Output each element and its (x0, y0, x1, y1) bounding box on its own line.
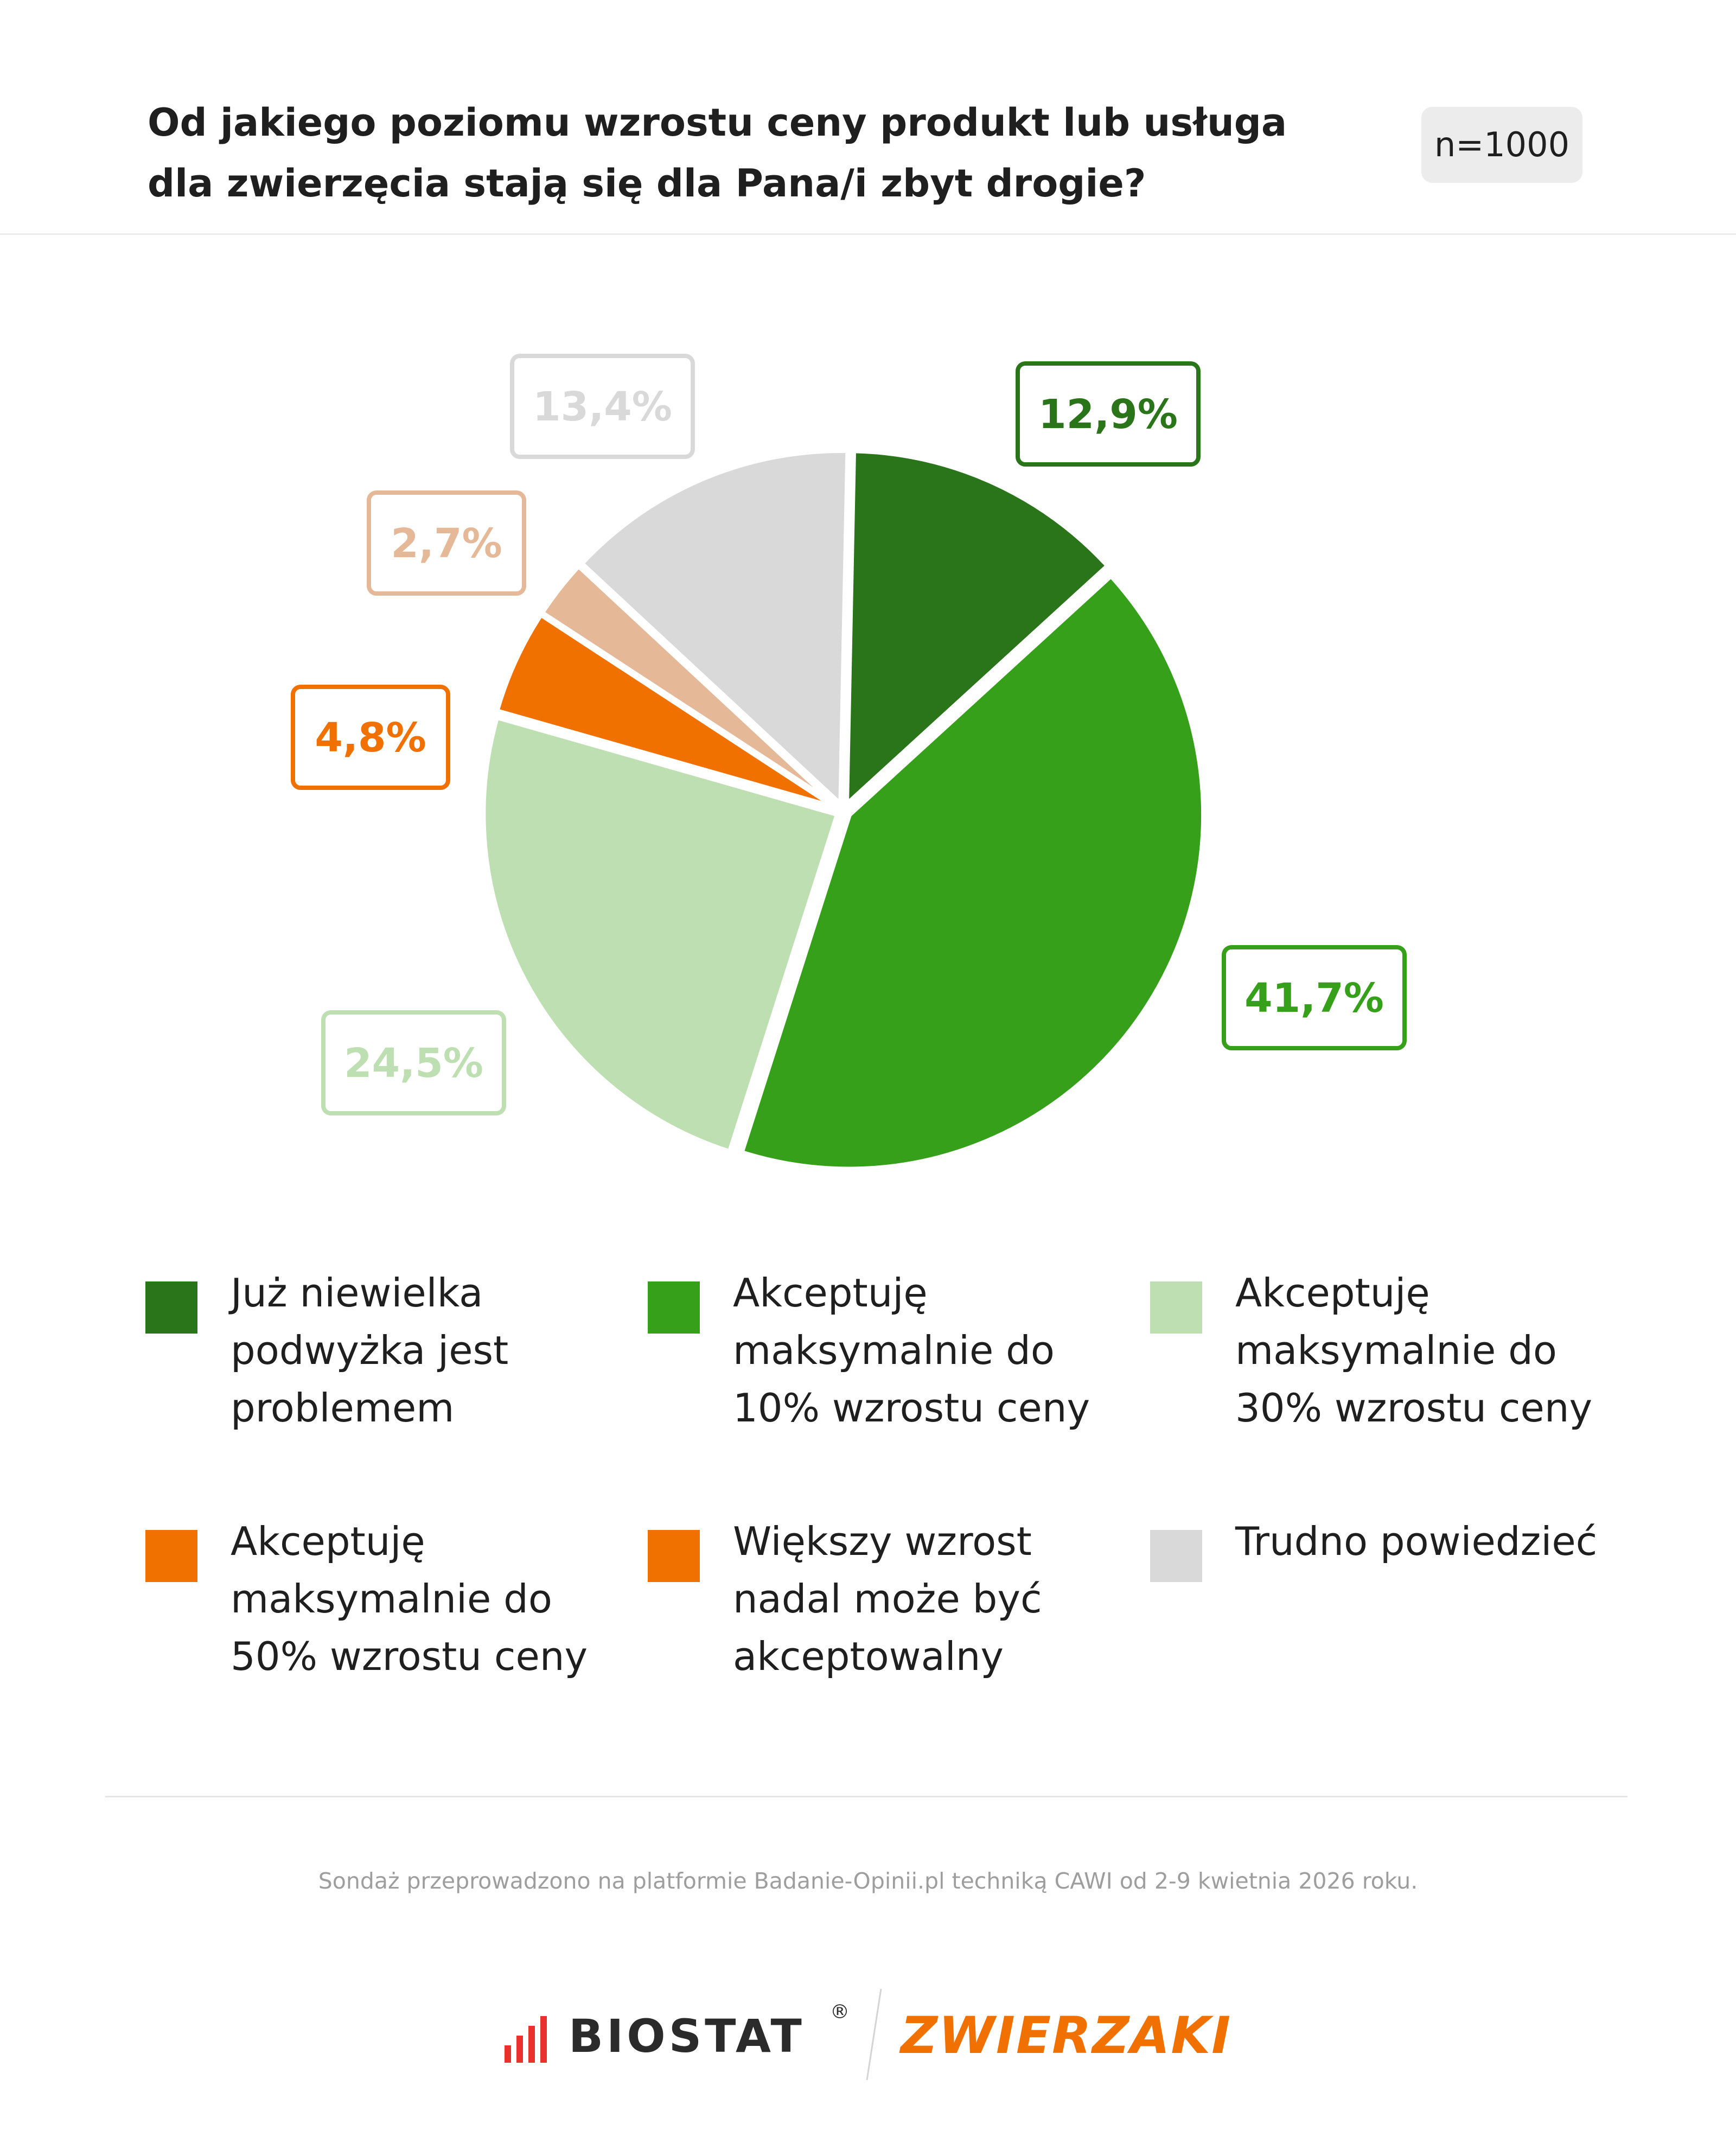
survey-note: Sondaż przeprowadzono na platformie Bada… (318, 1868, 1418, 1894)
legend-label: Już niewielka podwyżka jest problemem (231, 1270, 509, 1431)
data-label-max-50: 4,8% (315, 715, 426, 761)
data-label-box-hard-to-say (510, 354, 695, 459)
pie-chart: 12,9% 41,7% 24,5% 4,8% 2,7% 13,4% (291, 354, 1407, 1172)
data-label-slight-increase: 12,9% (1038, 391, 1178, 438)
logos: BIOSTAT ® ZWIERZAKI (0, 1986, 1736, 2083)
biostat-bars-icon (505, 2016, 547, 2063)
pie-slice-slight-increase (843, 448, 1111, 808)
pie-slice-hard-to-say (578, 448, 851, 808)
pie-slices (480, 448, 1207, 1172)
data-label-max-30: 24,5% (344, 1040, 483, 1087)
sample-size-badge: n=1000 (1421, 107, 1582, 183)
pie-slice-bigger-increase (539, 563, 841, 810)
data-label-box-max-30 (321, 1010, 506, 1115)
pie-slice-max-50 (494, 611, 841, 812)
data-label-hard-to-say: 13,4% (533, 384, 672, 430)
data-label-box-bigger-increase (367, 490, 526, 596)
legend-label: Trudno powiedzieć (1235, 1519, 1598, 1564)
legend-label: Akceptuję maksymalnie do 30% wzrostu cen… (1235, 1270, 1593, 1431)
legend-swatch (1150, 1530, 1202, 1582)
legend-swatch (648, 1281, 700, 1334)
question-title: Od jakiego poziomu wzrostu ceny produkt … (148, 100, 1287, 206)
data-label-box-slight-increase (1016, 361, 1201, 467)
zwierzaki-logo: ZWIERZAKI (901, 2006, 1232, 2065)
data-label-box-max-50 (291, 685, 450, 790)
legend-label: Większy wzrost nadal może być akceptowal… (733, 1519, 1042, 1679)
legend-swatch (648, 1530, 700, 1582)
data-label-bigger-increase: 2,7% (391, 520, 502, 567)
registered-mark: ® (830, 2001, 850, 2023)
legend-label: Akceptuję maksymalnie do 10% wzrostu cen… (733, 1270, 1090, 1431)
legend-label: Akceptuję maksymalnie do 50% wzrostu cen… (231, 1519, 588, 1679)
footer-divider (105, 1796, 1628, 1797)
legend-swatch (145, 1530, 197, 1582)
data-label-box-max-10 (1222, 945, 1407, 1050)
pie-slice-max-30 (480, 714, 841, 1155)
header: Od jakiego poziomu wzrostu ceny produkt … (0, 0, 1736, 235)
legend-swatch (145, 1281, 197, 1334)
data-label-max-10: 41,7% (1244, 975, 1384, 1022)
legend-swatch (1150, 1281, 1202, 1334)
pie-slice-max-10 (738, 572, 1207, 1172)
biostat-logo: BIOSTAT (569, 2010, 805, 2063)
pie-labels: 12,9% 41,7% 24,5% 4,8% 2,7% 13,4% (291, 354, 1407, 1115)
logo-separator (866, 1988, 882, 2081)
